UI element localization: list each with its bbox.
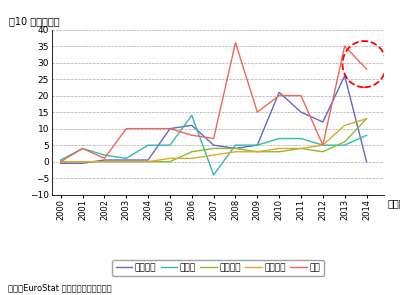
ドイツ (277, 137, 282, 140)
ドイツ (364, 133, 369, 137)
スペイン (233, 150, 238, 153)
英国 (146, 127, 150, 130)
イタリア (211, 147, 216, 150)
英国 (298, 94, 304, 97)
Text: （10 億ユーロ）: （10 億ユーロ） (9, 16, 60, 26)
フランス (102, 158, 107, 162)
フランス (320, 120, 325, 124)
英国 (189, 133, 194, 137)
イタリア (80, 160, 85, 163)
ドイツ (189, 114, 194, 117)
フランス (364, 160, 369, 163)
フランス (342, 74, 347, 78)
英国 (255, 110, 260, 114)
イタリア (298, 147, 304, 150)
スペイン (189, 157, 194, 160)
ドイツ (320, 143, 325, 147)
フランス (277, 91, 282, 94)
ドイツ (102, 153, 107, 157)
英国 (342, 44, 347, 48)
ドイツ (298, 137, 304, 140)
イタリア (146, 160, 150, 163)
英国 (124, 127, 129, 130)
スペイン (298, 147, 304, 150)
スペイン (168, 157, 172, 160)
スペイン (58, 160, 63, 163)
英国 (364, 67, 369, 71)
スペイン (80, 160, 85, 163)
イタリア (233, 147, 238, 150)
ドイツ (211, 173, 216, 177)
ドイツ (168, 143, 172, 147)
英国 (320, 143, 325, 147)
英国 (277, 94, 282, 97)
フランス (80, 162, 85, 165)
英国 (211, 137, 216, 140)
英国 (168, 127, 172, 130)
スペイン (255, 150, 260, 153)
ドイツ (124, 157, 129, 160)
イタリア (364, 117, 369, 120)
イタリア (124, 160, 129, 163)
イタリア (320, 150, 325, 153)
フランス (168, 127, 172, 130)
イタリア (102, 160, 107, 163)
Line: フランス: フランス (61, 76, 366, 163)
スペイン (146, 160, 150, 163)
Line: スペイン: スペイン (61, 119, 366, 162)
フランス (146, 158, 150, 162)
Text: （年）: （年） (387, 198, 400, 208)
英国 (80, 147, 85, 150)
スペイン (277, 147, 282, 150)
英国 (58, 160, 63, 163)
ドイツ (255, 143, 260, 147)
スペイン (211, 153, 216, 157)
スペイン (102, 160, 107, 163)
Line: イタリア: イタリア (61, 119, 366, 162)
ドイツ (146, 143, 150, 147)
スペイン (364, 117, 369, 120)
スペイン (342, 124, 347, 127)
イタリア (277, 150, 282, 153)
スペイン (320, 143, 325, 147)
イタリア (342, 140, 347, 144)
イタリア (255, 150, 260, 153)
ドイツ (80, 147, 85, 150)
フランス (58, 162, 63, 165)
フランス (255, 143, 260, 147)
フランス (124, 158, 129, 162)
フランス (189, 124, 194, 127)
フランス (298, 110, 304, 114)
Legend: フランス, ドイツ, イタリア, スペイン, 英国: フランス, ドイツ, イタリア, スペイン, 英国 (112, 260, 324, 276)
フランス (233, 147, 238, 150)
スペイン (124, 160, 129, 163)
イタリア (58, 160, 63, 163)
ドイツ (342, 143, 347, 147)
英国 (233, 41, 238, 45)
Line: 英国: 英国 (61, 43, 366, 162)
Text: 資料：EuroStat から経済産業省作成。: 資料：EuroStat から経済産業省作成。 (8, 283, 112, 292)
イタリア (168, 160, 172, 163)
イタリア (189, 150, 194, 153)
ドイツ (58, 158, 63, 162)
ドイツ (233, 143, 238, 147)
Line: ドイツ: ドイツ (61, 115, 366, 175)
英国 (102, 157, 107, 160)
フランス (211, 143, 216, 147)
